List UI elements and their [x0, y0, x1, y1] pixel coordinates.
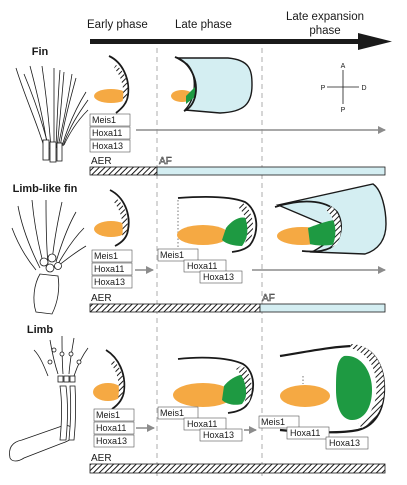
gene-stack-limb-late: Meis1 Hoxa11 Hoxa13 [157, 406, 243, 442]
limb-like-fin-early-bud [94, 189, 130, 247]
gene-stack-fin: Meis1 Hoxa11 Hoxa13 [89, 113, 131, 153]
gene-label-hoxa11: Hoxa11 [94, 264, 124, 274]
gene-label-meis1: Meis1 [160, 250, 184, 260]
zebrafish-fin-skeleton-icon [15, 65, 89, 163]
row-title-fin: Fin [32, 46, 49, 58]
fin-late-bud [171, 56, 253, 114]
phase-label-early: Early phase [87, 19, 148, 31]
axis-label-bottom: P [341, 107, 346, 114]
phase-label-late: Late phase [175, 19, 232, 31]
phase-label-late-expansion-line2: phase [309, 25, 340, 37]
ridge-bar-limb-like-fin: AER AF [89, 293, 386, 313]
phase-label-late-expansion-line1: Late expansion [286, 11, 364, 23]
limb-like-fin-skeleton-icon [11, 199, 87, 315]
gene-label-meis1: Meis1 [261, 417, 285, 427]
gene-label-hoxa11: Hoxa11 [96, 423, 126, 433]
gene-label-meis1: Meis1 [94, 251, 118, 261]
gene-label-meis1: Meis1 [160, 408, 184, 418]
limb-expansion-bud [279, 344, 386, 434]
ridge-bar-fin: AER AF [89, 156, 386, 176]
axis-label-top: A [341, 63, 346, 70]
ridge-label-aer: AER [91, 156, 112, 167]
row-title-limb: Limb [27, 324, 54, 336]
gene-stack-limb-early: Meis1 Hoxa11 Hoxa13 [93, 408, 135, 448]
gene-label-hoxa13: Hoxa13 [203, 272, 234, 282]
gene-label-hoxa13: Hoxa13 [94, 277, 125, 287]
tetrapod-limb-skeleton-icon [9, 335, 89, 462]
gene-label-hoxa13: Hoxa13 [92, 141, 123, 151]
ridge-bar-limb: AER [89, 453, 386, 474]
ridge-label-af: AF [159, 156, 172, 167]
gene-stack-limb-like-fin-late: Meis1 Hoxa11 Hoxa13 [157, 248, 243, 284]
limb-early-bud [93, 349, 126, 410]
axis-label-left: P [321, 85, 326, 92]
gene-label-hoxa13: Hoxa13 [203, 430, 234, 440]
gene-label-hoxa13: Hoxa13 [96, 436, 127, 446]
ridge-label-af: AF [262, 293, 275, 304]
gene-label-hoxa11: Hoxa11 [92, 128, 122, 138]
gene-label-hoxa13: Hoxa13 [329, 438, 360, 448]
ridge-label-aer: AER [91, 293, 112, 304]
axis-compass: A P D P [321, 63, 367, 114]
limb-late-bud [173, 356, 255, 414]
gene-label-meis1: Meis1 [96, 410, 120, 420]
limb-like-fin-expansion-bud [274, 183, 387, 255]
gene-stack-limb-like-fin-early: Meis1 Hoxa11 Hoxa13 [91, 249, 133, 289]
fin-early-bud [94, 55, 130, 114]
row-title-limb-like-fin: Limb-like fin [13, 183, 78, 195]
ridge-label-aer: AER [91, 453, 112, 464]
gene-stack-limb-expansion: Meis1 Hoxa11 Hoxa13 [258, 415, 369, 450]
gene-label-hoxa11: Hoxa11 [187, 419, 217, 429]
axis-label-right: D [361, 85, 366, 92]
limb-like-fin-late-bud [177, 195, 258, 253]
gene-label-hoxa11: Hoxa11 [290, 428, 320, 438]
gene-label-hoxa11: Hoxa11 [187, 261, 217, 271]
gene-label-meis1: Meis1 [92, 115, 116, 125]
timeline-arrow [90, 33, 392, 50]
